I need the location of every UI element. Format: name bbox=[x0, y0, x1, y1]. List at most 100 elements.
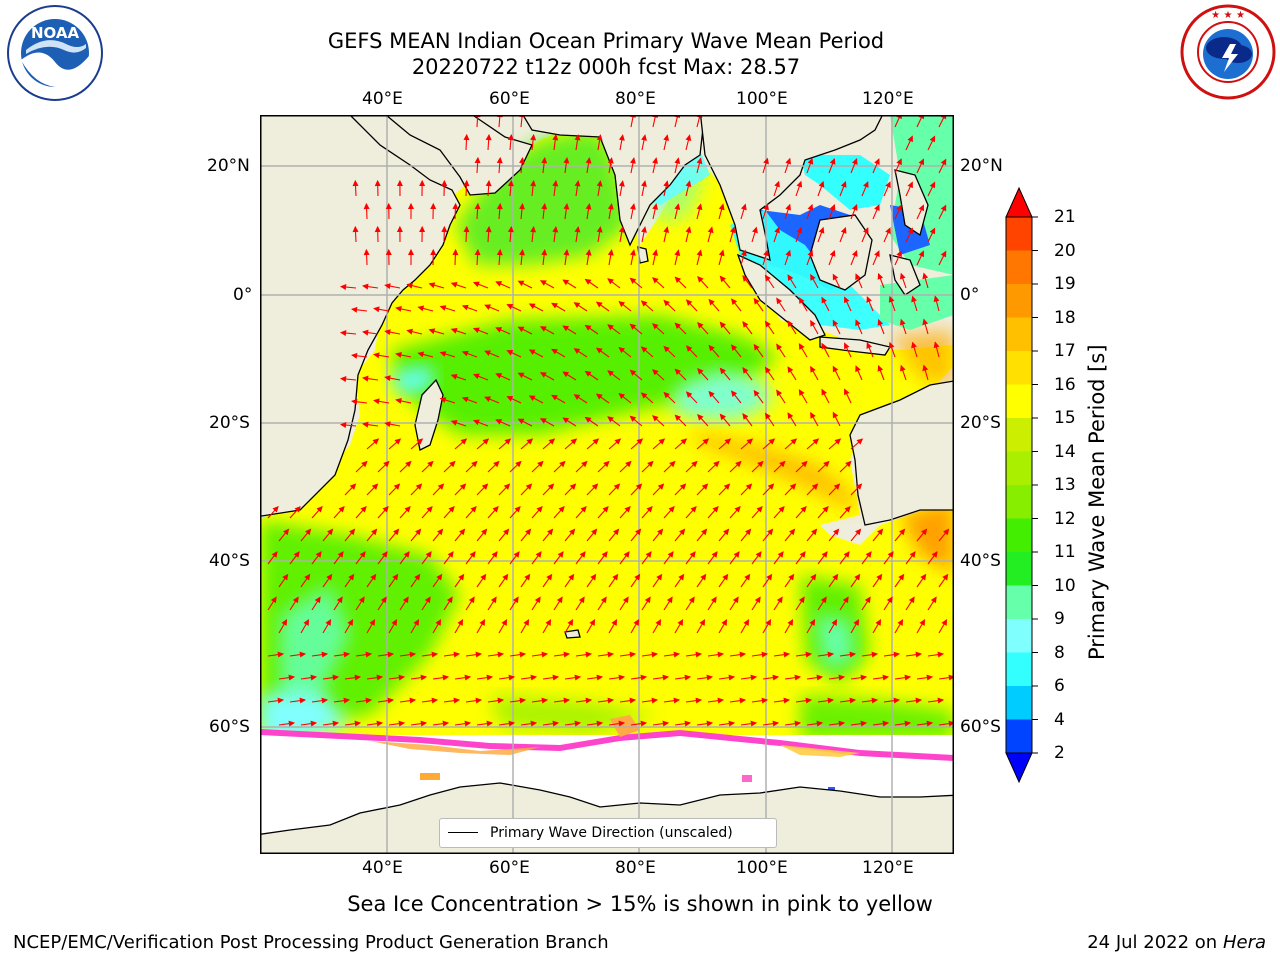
wave-arrow-head bbox=[471, 460, 478, 468]
wave-arrow-head bbox=[696, 203, 703, 211]
wave-arrow-head bbox=[887, 551, 894, 558]
wave-arrow-head bbox=[384, 375, 391, 382]
wave-arrow-head bbox=[336, 596, 343, 604]
wave-arrow-head bbox=[303, 619, 310, 626]
wave-arrow-head bbox=[490, 596, 497, 604]
wave-arrow-head bbox=[607, 416, 614, 423]
wave-arrow-head bbox=[764, 274, 771, 282]
wave-arrow-head bbox=[706, 720, 714, 727]
wave-arrow-head bbox=[629, 651, 637, 658]
wave-arrow-head bbox=[475, 697, 483, 704]
wave-arrow-head bbox=[349, 483, 357, 490]
wave-arrow-head bbox=[584, 416, 592, 423]
wave-arrow-head bbox=[581, 460, 588, 468]
wave-arrow-head bbox=[794, 720, 802, 727]
wave-arrow-head bbox=[640, 300, 648, 307]
wave-arrow-head bbox=[929, 227, 936, 235]
wave-arrow-head bbox=[844, 296, 850, 304]
wave-arrow-head bbox=[316, 505, 323, 513]
lon-tick-top-3: 80°E bbox=[615, 89, 656, 109]
wave-arrow-head bbox=[673, 697, 681, 704]
wave-arrow-head bbox=[391, 619, 398, 626]
wave-arrow-head bbox=[519, 651, 527, 658]
wave-arrow-head bbox=[439, 351, 447, 357]
wave-arrow-head bbox=[805, 651, 813, 658]
colorbar-tick-label: 12 bbox=[1054, 508, 1076, 529]
wave-arrow-head bbox=[574, 720, 582, 727]
wave-arrow-head bbox=[697, 368, 704, 375]
wave-arrow-head bbox=[271, 551, 278, 558]
wave-arrow-head bbox=[463, 133, 470, 141]
wave-arrow-head bbox=[442, 674, 450, 681]
wave-arrow-head bbox=[613, 528, 620, 536]
wave-arrow-head bbox=[528, 395, 536, 401]
wave-arrow-head bbox=[592, 438, 600, 445]
colorbar-tick-label: 16 bbox=[1054, 374, 1076, 395]
wave-arrow-head bbox=[685, 391, 693, 398]
lat-tick-right-1: 20°N bbox=[960, 156, 1003, 176]
wave-arrow-head bbox=[584, 324, 592, 331]
colorbar-tick-label: 15 bbox=[1054, 408, 1076, 428]
colorbar-tick-labels: 21 20 19 18 17 16 15 14 13 12 11 10 9 8 6 4 2 bbox=[1048, 0, 1108, 960]
wave-arrow-head bbox=[472, 373, 480, 380]
wave-arrow bbox=[674, 115, 679, 128]
wave-arrow-head bbox=[293, 551, 300, 558]
wave-arrow-head bbox=[724, 438, 732, 445]
wave-arrow-head bbox=[662, 720, 670, 727]
wave-arrow-head bbox=[829, 249, 836, 257]
colorbar-segment bbox=[1006, 719, 1032, 754]
wave-arrow-head bbox=[392, 573, 399, 581]
wave-arrow-head bbox=[764, 366, 771, 374]
wave-arrow-head bbox=[362, 329, 369, 336]
wave-arrow-head bbox=[838, 674, 846, 681]
wave-arrow-head bbox=[277, 651, 285, 658]
wave-arrow-head bbox=[573, 302, 581, 309]
wave-arrow-head bbox=[827, 697, 835, 704]
wave-arrow-head bbox=[484, 350, 491, 356]
colorbar-segment bbox=[1006, 485, 1032, 519]
wave-arrow-head bbox=[447, 551, 454, 558]
gridlines bbox=[260, 115, 954, 854]
wave-arrow-head bbox=[585, 697, 593, 704]
wave-arrow-head bbox=[882, 674, 890, 681]
wave-arrow-head bbox=[380, 596, 387, 604]
wave-arrow-head bbox=[607, 203, 614, 210]
colorbar-segment bbox=[1006, 317, 1032, 352]
wave-arrow-head bbox=[933, 295, 940, 303]
wave-arrow-head bbox=[843, 551, 850, 558]
wave-arrow-head bbox=[699, 619, 706, 626]
wave-arrow-head bbox=[652, 249, 658, 256]
wave-arrow-head bbox=[948, 674, 954, 681]
wave-arrow-head bbox=[370, 573, 377, 581]
wave-arrow-head bbox=[685, 345, 693, 352]
wave-arrow-head bbox=[855, 528, 862, 536]
wave-arrow-head bbox=[904, 720, 912, 727]
wave-arrow-head bbox=[666, 596, 673, 604]
wave-arrow-head bbox=[750, 720, 758, 727]
colorbar-tick-label: 6 bbox=[1054, 676, 1065, 696]
wave-arrow-head bbox=[920, 573, 927, 581]
wave-arrow-head bbox=[860, 674, 868, 681]
wave-arrow-head bbox=[272, 505, 279, 513]
wave-arrow-head bbox=[585, 249, 592, 256]
wave-arrow-head bbox=[573, 348, 581, 355]
wave-arrow-head bbox=[753, 343, 760, 351]
wave-arrow-head bbox=[856, 438, 864, 445]
wave-arrow-head bbox=[348, 573, 355, 581]
wave-arrow-head bbox=[685, 226, 692, 233]
wave-arrow-head bbox=[745, 528, 752, 536]
lat-tick-right-2: 0° bbox=[960, 285, 980, 305]
wave-arrow-head bbox=[761, 651, 769, 658]
wave-arrow-head bbox=[563, 651, 571, 658]
wave-arrow-head bbox=[496, 156, 503, 164]
wave-arrow-head bbox=[416, 438, 424, 445]
footer-machine: Hera bbox=[1222, 932, 1266, 953]
wave-arrow-head bbox=[480, 573, 487, 581]
wave-arrow-head bbox=[832, 365, 839, 373]
wave-arrow-head bbox=[343, 651, 351, 658]
map-frame bbox=[260, 115, 954, 854]
colorbar-label: Primary Wave Mean Period [s] bbox=[1085, 344, 1109, 660]
wave-arrow-head bbox=[461, 396, 469, 403]
wave-arrow-head bbox=[406, 282, 413, 289]
wave-arrow-head bbox=[652, 323, 659, 330]
